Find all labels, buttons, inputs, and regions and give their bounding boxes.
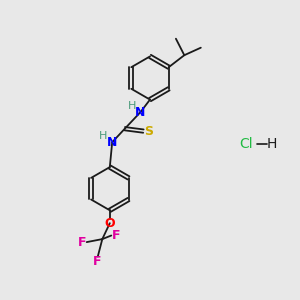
Text: H: H (128, 100, 136, 111)
Text: H: H (98, 131, 107, 141)
Text: N: N (135, 106, 146, 119)
Text: N: N (107, 136, 117, 149)
Text: F: F (93, 255, 101, 268)
Text: O: O (104, 217, 115, 230)
Text: F: F (112, 229, 120, 242)
Text: F: F (78, 236, 86, 249)
Text: S: S (144, 124, 153, 138)
Text: Cl: Cl (239, 137, 253, 151)
Text: H: H (266, 137, 277, 151)
